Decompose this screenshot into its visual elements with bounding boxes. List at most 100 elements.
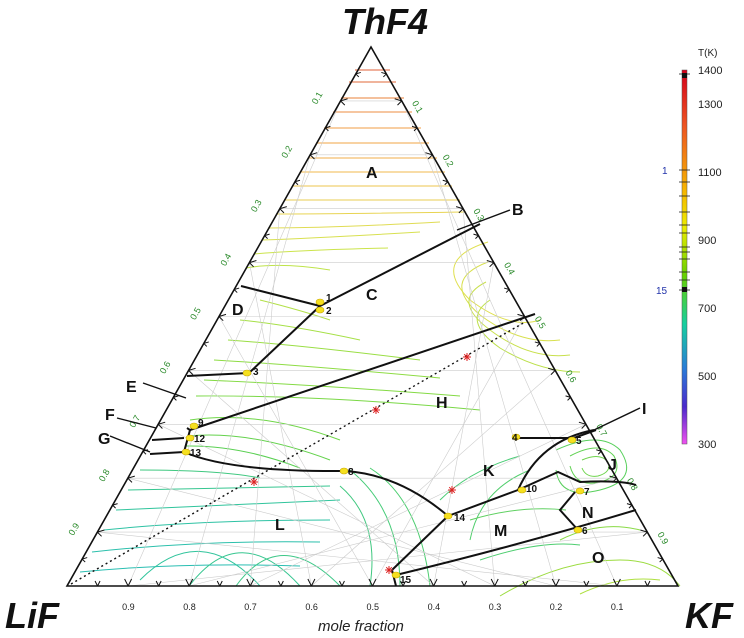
- invariant-point-label-10: 10: [526, 484, 538, 495]
- bottom-axis-tick-label: 0.6: [305, 602, 318, 612]
- tick-bottom-6: [246, 578, 255, 587]
- invariant-point-label-2: 2: [326, 306, 332, 317]
- left-axis-tick-label: 0.9: [66, 521, 81, 537]
- tick-right-15: [442, 179, 449, 186]
- colorbar-gradient: [681, 69, 688, 445]
- tick-right-7: [565, 395, 571, 401]
- lif-corner-label: LiF: [5, 595, 60, 636]
- tick-left-4: [127, 475, 135, 483]
- axis-ticks: [81, 71, 664, 587]
- colorbar-point-15-box: [682, 287, 687, 292]
- tick-left-1: [81, 557, 88, 563]
- colorbar-tick-label: 500: [698, 371, 716, 383]
- left-axis-tick-label: 0.1: [310, 90, 325, 106]
- region-label-L: L: [275, 517, 285, 534]
- invariant-point-14: [443, 512, 453, 520]
- bottom-axis-tick-label: 0.9: [122, 602, 135, 612]
- tick-bottom-18: [612, 578, 621, 587]
- tick-left-17: [325, 125, 331, 132]
- tick-right-2: [640, 529, 648, 537]
- region-label-O: O: [592, 550, 604, 567]
- thf4-corner-label: ThF4: [342, 1, 428, 42]
- left-axis-tick-label: 0.3: [249, 198, 264, 214]
- colorbar-tick-label: 300: [698, 439, 716, 451]
- temperature-colorbar: T(K) 1400 1300 1100 900 700 500 300 1 15: [656, 48, 722, 451]
- region-label-J: J: [608, 457, 617, 474]
- tick-left-6: [157, 421, 166, 429]
- grid-line-r-7: [432, 154, 557, 587]
- invariant-point-8: [339, 467, 349, 475]
- grid-line-l-8: [97, 531, 617, 587]
- right-axis-tick-label: 0.4: [502, 261, 517, 277]
- invariant-point-label-4: 4: [512, 433, 518, 444]
- region-leader-lines: [109, 209, 641, 453]
- region-labels: A B C D EFG H I J K L M N O: [98, 165, 646, 567]
- colorbar-title: T(K): [698, 48, 717, 59]
- tick-left-7: [173, 395, 179, 401]
- tick-bottom-4: [185, 578, 194, 587]
- tick-left-11: [233, 287, 240, 293]
- tick-bottom-14: [490, 578, 499, 587]
- colorbar-tick-label: 1400: [698, 65, 722, 77]
- invariant-point-13: [181, 448, 191, 456]
- invariant-point-label-15: 15: [400, 575, 412, 586]
- tick-left-10: [218, 313, 227, 322]
- region-label-B: B: [512, 202, 524, 219]
- tick-bottom-15: [522, 580, 529, 587]
- tick-bottom-17: [583, 580, 590, 587]
- region-label-D: D: [232, 302, 244, 319]
- tick-left-18: [340, 98, 348, 106]
- tick-bottom-16: [551, 578, 560, 587]
- tick-right-16: [425, 152, 433, 160]
- grid-line-l-7: [127, 477, 556, 587]
- region-label-M: M: [494, 523, 507, 540]
- tick-right-18: [394, 98, 403, 106]
- tick-bottom-3: [155, 580, 162, 587]
- tick-bottom-8: [307, 578, 316, 587]
- grid-line-l-5: [188, 370, 434, 587]
- right-axis-tick-label: 0.7: [594, 422, 609, 438]
- region-label-F: F: [105, 407, 115, 424]
- invariant-point-15: [391, 571, 401, 579]
- tick-bottom-13: [461, 580, 468, 587]
- grid-line-l-4: [218, 316, 373, 587]
- colorbar-top-box: [682, 73, 687, 78]
- tick-right-9: [534, 341, 541, 347]
- invariant-point-4: [511, 433, 521, 441]
- bottom-axis-tick-label: 0.3: [489, 602, 502, 612]
- isotherm-contours: [79, 69, 681, 597]
- x-axis-label: mole fraction: [318, 618, 404, 635]
- tick-left-15: [294, 179, 301, 186]
- right-axis-tick-label: 0.5: [533, 315, 548, 331]
- tick-right-14: [455, 206, 464, 214]
- tick-left-3: [112, 503, 118, 509]
- tick-right-8: [548, 367, 556, 375]
- colorbar-tick-label: 700: [698, 303, 716, 315]
- tick-left-13: [264, 233, 270, 240]
- left-axis-tick-label: 0.8: [97, 467, 112, 483]
- tick-right-1: [657, 557, 664, 563]
- bottom-axis-tick-label: 0.2: [550, 602, 563, 612]
- invariant-point-label-6: 6: [582, 526, 588, 537]
- invariant-point-10: [517, 486, 527, 494]
- tick-right-11: [504, 287, 510, 293]
- tick-right-19: [381, 71, 387, 78]
- left-axis-tick-label: 0.4: [218, 252, 233, 268]
- invariant-point-label-12: 12: [194, 434, 206, 445]
- colorbar-tick-label: 1300: [698, 99, 722, 111]
- grid-line-r-6: [462, 208, 495, 587]
- section-marker-1: [463, 353, 471, 361]
- tick-right-13: [473, 233, 479, 240]
- grid-line-r-5: [433, 262, 495, 587]
- invariant-point-label-13: 13: [190, 448, 202, 459]
- invariant-point-3: [242, 369, 252, 377]
- invariant-point-label-8: 8: [348, 467, 354, 478]
- region-label-K: K: [483, 463, 495, 480]
- grid-line-r-4: [372, 316, 525, 587]
- tick-left-19: [355, 71, 361, 78]
- tick-bottom-11: [400, 580, 406, 587]
- tick-bottom-2: [124, 578, 133, 587]
- invariant-point-6: [573, 526, 583, 534]
